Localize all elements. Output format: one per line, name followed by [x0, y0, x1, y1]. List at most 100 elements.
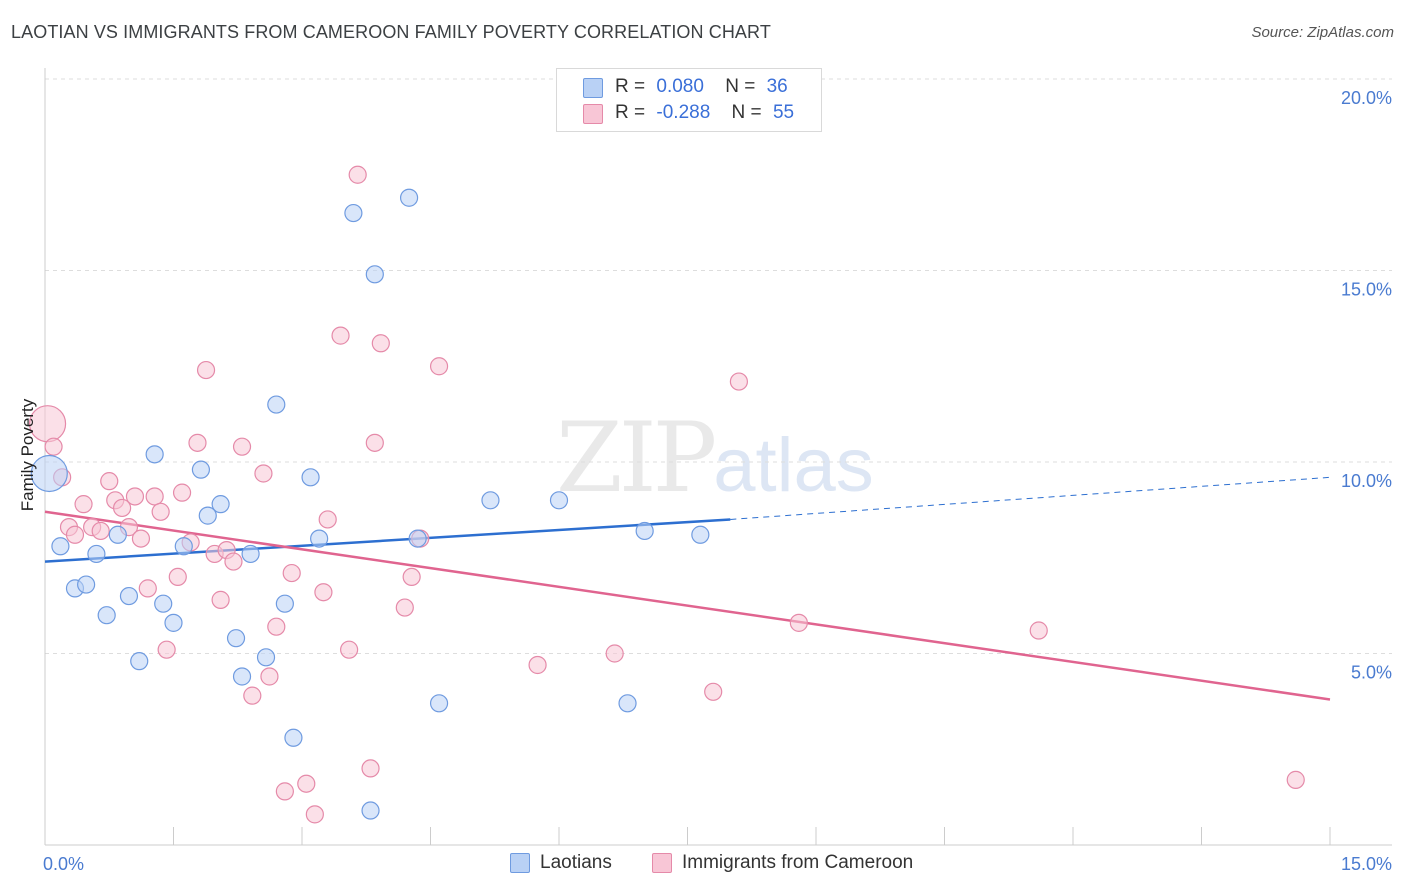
point-laotian — [361, 801, 380, 820]
point-laotian — [429, 694, 449, 713]
x-tick-label-max: 15.0% — [1341, 854, 1392, 874]
y-tick-label: 10.0% — [1341, 471, 1392, 491]
point-laotian — [174, 537, 193, 556]
point-cameroon — [365, 433, 384, 452]
series-cameroon-points — [28, 165, 1305, 824]
point-laotian — [198, 506, 217, 525]
legend-n-label: N = — [731, 102, 762, 123]
point-cameroon — [704, 682, 723, 701]
point-cameroon — [729, 372, 749, 391]
point-laotian — [399, 188, 419, 207]
watermark-atlas: atlas — [713, 423, 874, 508]
point-laotian — [30, 454, 68, 493]
point-laotian — [310, 529, 329, 548]
point-cameroon — [74, 495, 93, 514]
point-cameroon — [340, 640, 359, 659]
point-laotian — [284, 728, 303, 747]
point-laotian — [275, 594, 294, 613]
source-label: Source: ZipAtlas.com — [1251, 24, 1394, 41]
point-cameroon — [168, 567, 187, 587]
point-cameroon — [605, 644, 624, 663]
point-cameroon — [138, 579, 157, 598]
point-laotian — [549, 491, 569, 510]
bottom-legend-label-laotians: Laotians — [540, 852, 612, 873]
point-cameroon — [172, 483, 192, 502]
point-laotian — [77, 575, 96, 594]
point-cameroon — [44, 437, 63, 456]
legend-text-laotians: R = 0.080 N = 36 — [615, 76, 788, 98]
point-cameroon — [789, 613, 808, 632]
legend-text-cameroon: R = -0.288 N = 55 — [615, 102, 794, 124]
point-laotian — [232, 667, 252, 686]
point-cameroon — [131, 529, 151, 548]
point-laotian — [119, 586, 139, 606]
watermark: ZIPatlas — [556, 402, 874, 514]
point-laotian — [154, 594, 173, 613]
point-cameroon — [188, 433, 207, 452]
point-cameroon — [528, 655, 547, 675]
point-laotian — [691, 525, 710, 544]
point-cameroon — [395, 598, 414, 617]
point-cameroon — [254, 464, 273, 483]
point-cameroon — [371, 334, 390, 353]
point-cameroon — [331, 326, 350, 345]
grid-lines — [45, 78, 1392, 654]
bottom-legend-swatch-laotians — [510, 853, 530, 873]
point-cameroon — [243, 686, 262, 705]
legend-r-label: R = — [615, 76, 646, 97]
legend-swatch-laotians — [583, 78, 603, 98]
point-cameroon — [125, 487, 145, 506]
legend: R = 0.080 N = 36 R = -0.288 N = 55 — [556, 68, 822, 132]
point-cameroon — [305, 805, 324, 824]
watermark-zip: ZIP — [556, 402, 717, 514]
legend-n-value: 55 — [772, 102, 795, 123]
y-tick-label: 5.0% — [1351, 663, 1392, 683]
chart-title: LAOTIAN VS IMMIGRANTS FROM CAMEROON FAMI… — [11, 22, 771, 42]
legend-r-value: -0.288 — [656, 102, 711, 123]
point-cameroon — [211, 590, 230, 609]
legend-r-value: 0.080 — [656, 76, 704, 97]
point-laotian — [164, 613, 183, 632]
point-laotian — [108, 525, 127, 544]
point-laotian — [344, 203, 363, 223]
legend-swatch-cameroon — [583, 104, 603, 124]
point-cameroon — [196, 360, 216, 380]
point-laotian — [87, 544, 106, 564]
point-cameroon — [100, 472, 119, 491]
point-cameroon — [348, 165, 367, 184]
point-cameroon — [402, 567, 421, 587]
legend-n-label: N = — [725, 76, 756, 97]
point-cameroon — [91, 521, 110, 541]
point-cameroon — [314, 583, 333, 602]
point-laotian — [241, 544, 260, 564]
axes — [44, 68, 1392, 846]
point-laotian — [365, 265, 384, 284]
x-tick-label-min: 0.0% — [43, 854, 84, 874]
bottom-legend-label-cameroon: Immigrants from Cameroon — [682, 852, 914, 873]
point-cameroon — [224, 552, 243, 571]
point-laotian — [301, 468, 320, 487]
point-laotian — [408, 529, 427, 548]
trend-lines — [44, 476, 1331, 701]
point-laotian — [226, 629, 246, 648]
series-laotian-points — [30, 188, 710, 820]
trendline-laotians-extension — [730, 476, 1331, 520]
point-cameroon — [297, 774, 316, 793]
point-cameroon — [267, 617, 286, 636]
point-cameroon — [157, 640, 176, 659]
point-cameroon — [1286, 770, 1305, 789]
bottom-legend-swatch-cameroon — [652, 853, 672, 873]
point-cameroon — [361, 759, 380, 778]
legend-n-value: 36 — [766, 76, 788, 97]
point-cameroon — [145, 487, 164, 506]
point-laotian — [97, 606, 116, 625]
point-laotian — [130, 652, 149, 671]
point-laotian — [267, 395, 286, 414]
y-axis-label: Family Poverty — [18, 398, 37, 511]
point-cameroon — [65, 525, 85, 544]
point-cameroon — [1029, 621, 1048, 640]
point-cameroon — [232, 437, 252, 456]
point-cameroon — [282, 563, 301, 583]
y-tick-label: 20.0% — [1341, 88, 1392, 108]
